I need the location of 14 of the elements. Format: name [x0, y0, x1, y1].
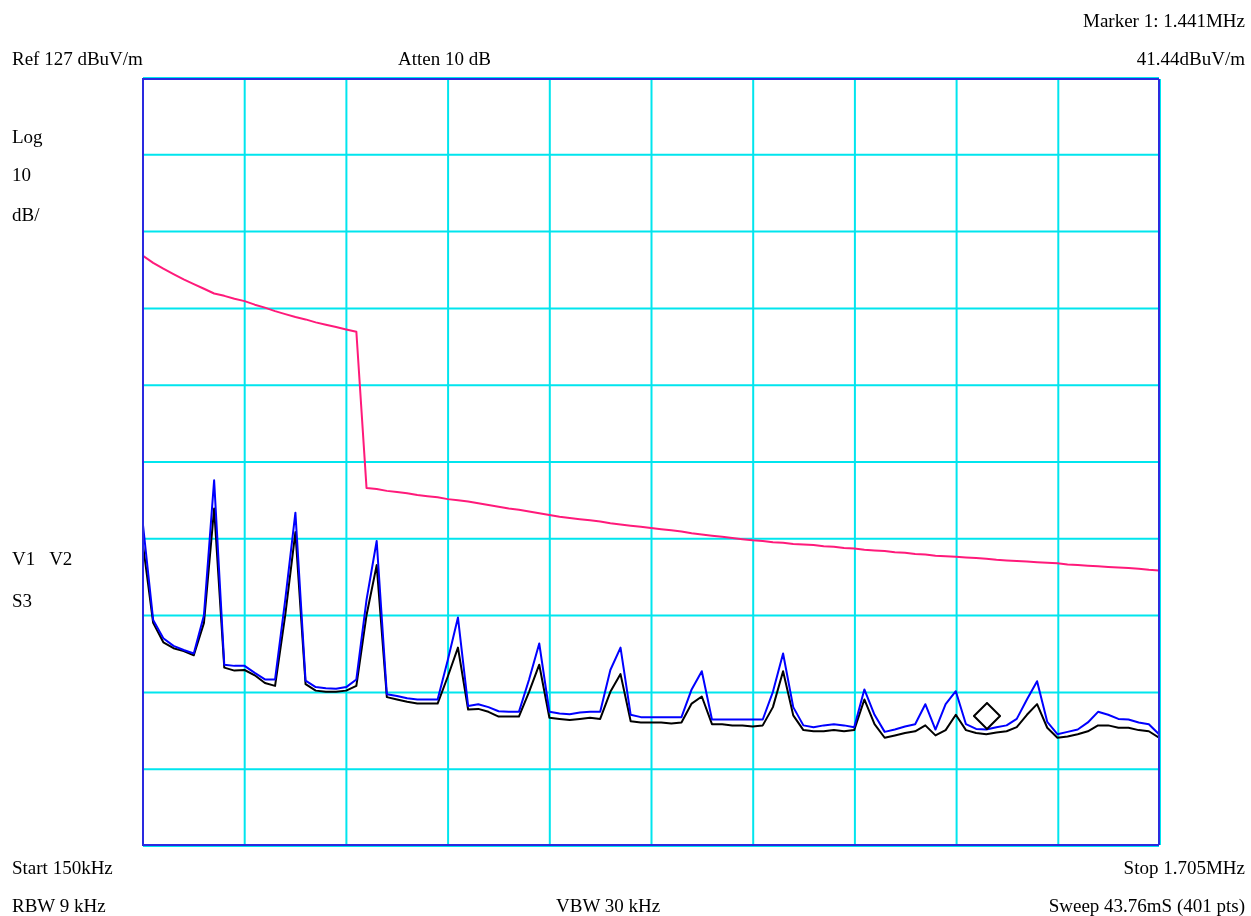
text: dB/ [12, 204, 40, 226]
text: Stop 1.705MHz [1123, 857, 1245, 879]
text: Log [12, 126, 43, 148]
text: 41.44dBuV/m [1136, 48, 1245, 70]
text: Marker 1: 1.441MHz [1083, 10, 1245, 32]
text: 10 [12, 164, 31, 186]
text: Ref 127 dBuV/m [12, 48, 143, 70]
text: Sweep 43.76mS (401 pts) [1048, 895, 1245, 916]
text: RBW 9 kHz [12, 895, 106, 916]
text: Start 150kHz [12, 857, 113, 879]
text: Atten 10 dB [398, 48, 491, 70]
text: VBW 30 kHz [556, 895, 661, 916]
text: V1 V2 [12, 548, 73, 570]
text: S3 [12, 590, 33, 612]
